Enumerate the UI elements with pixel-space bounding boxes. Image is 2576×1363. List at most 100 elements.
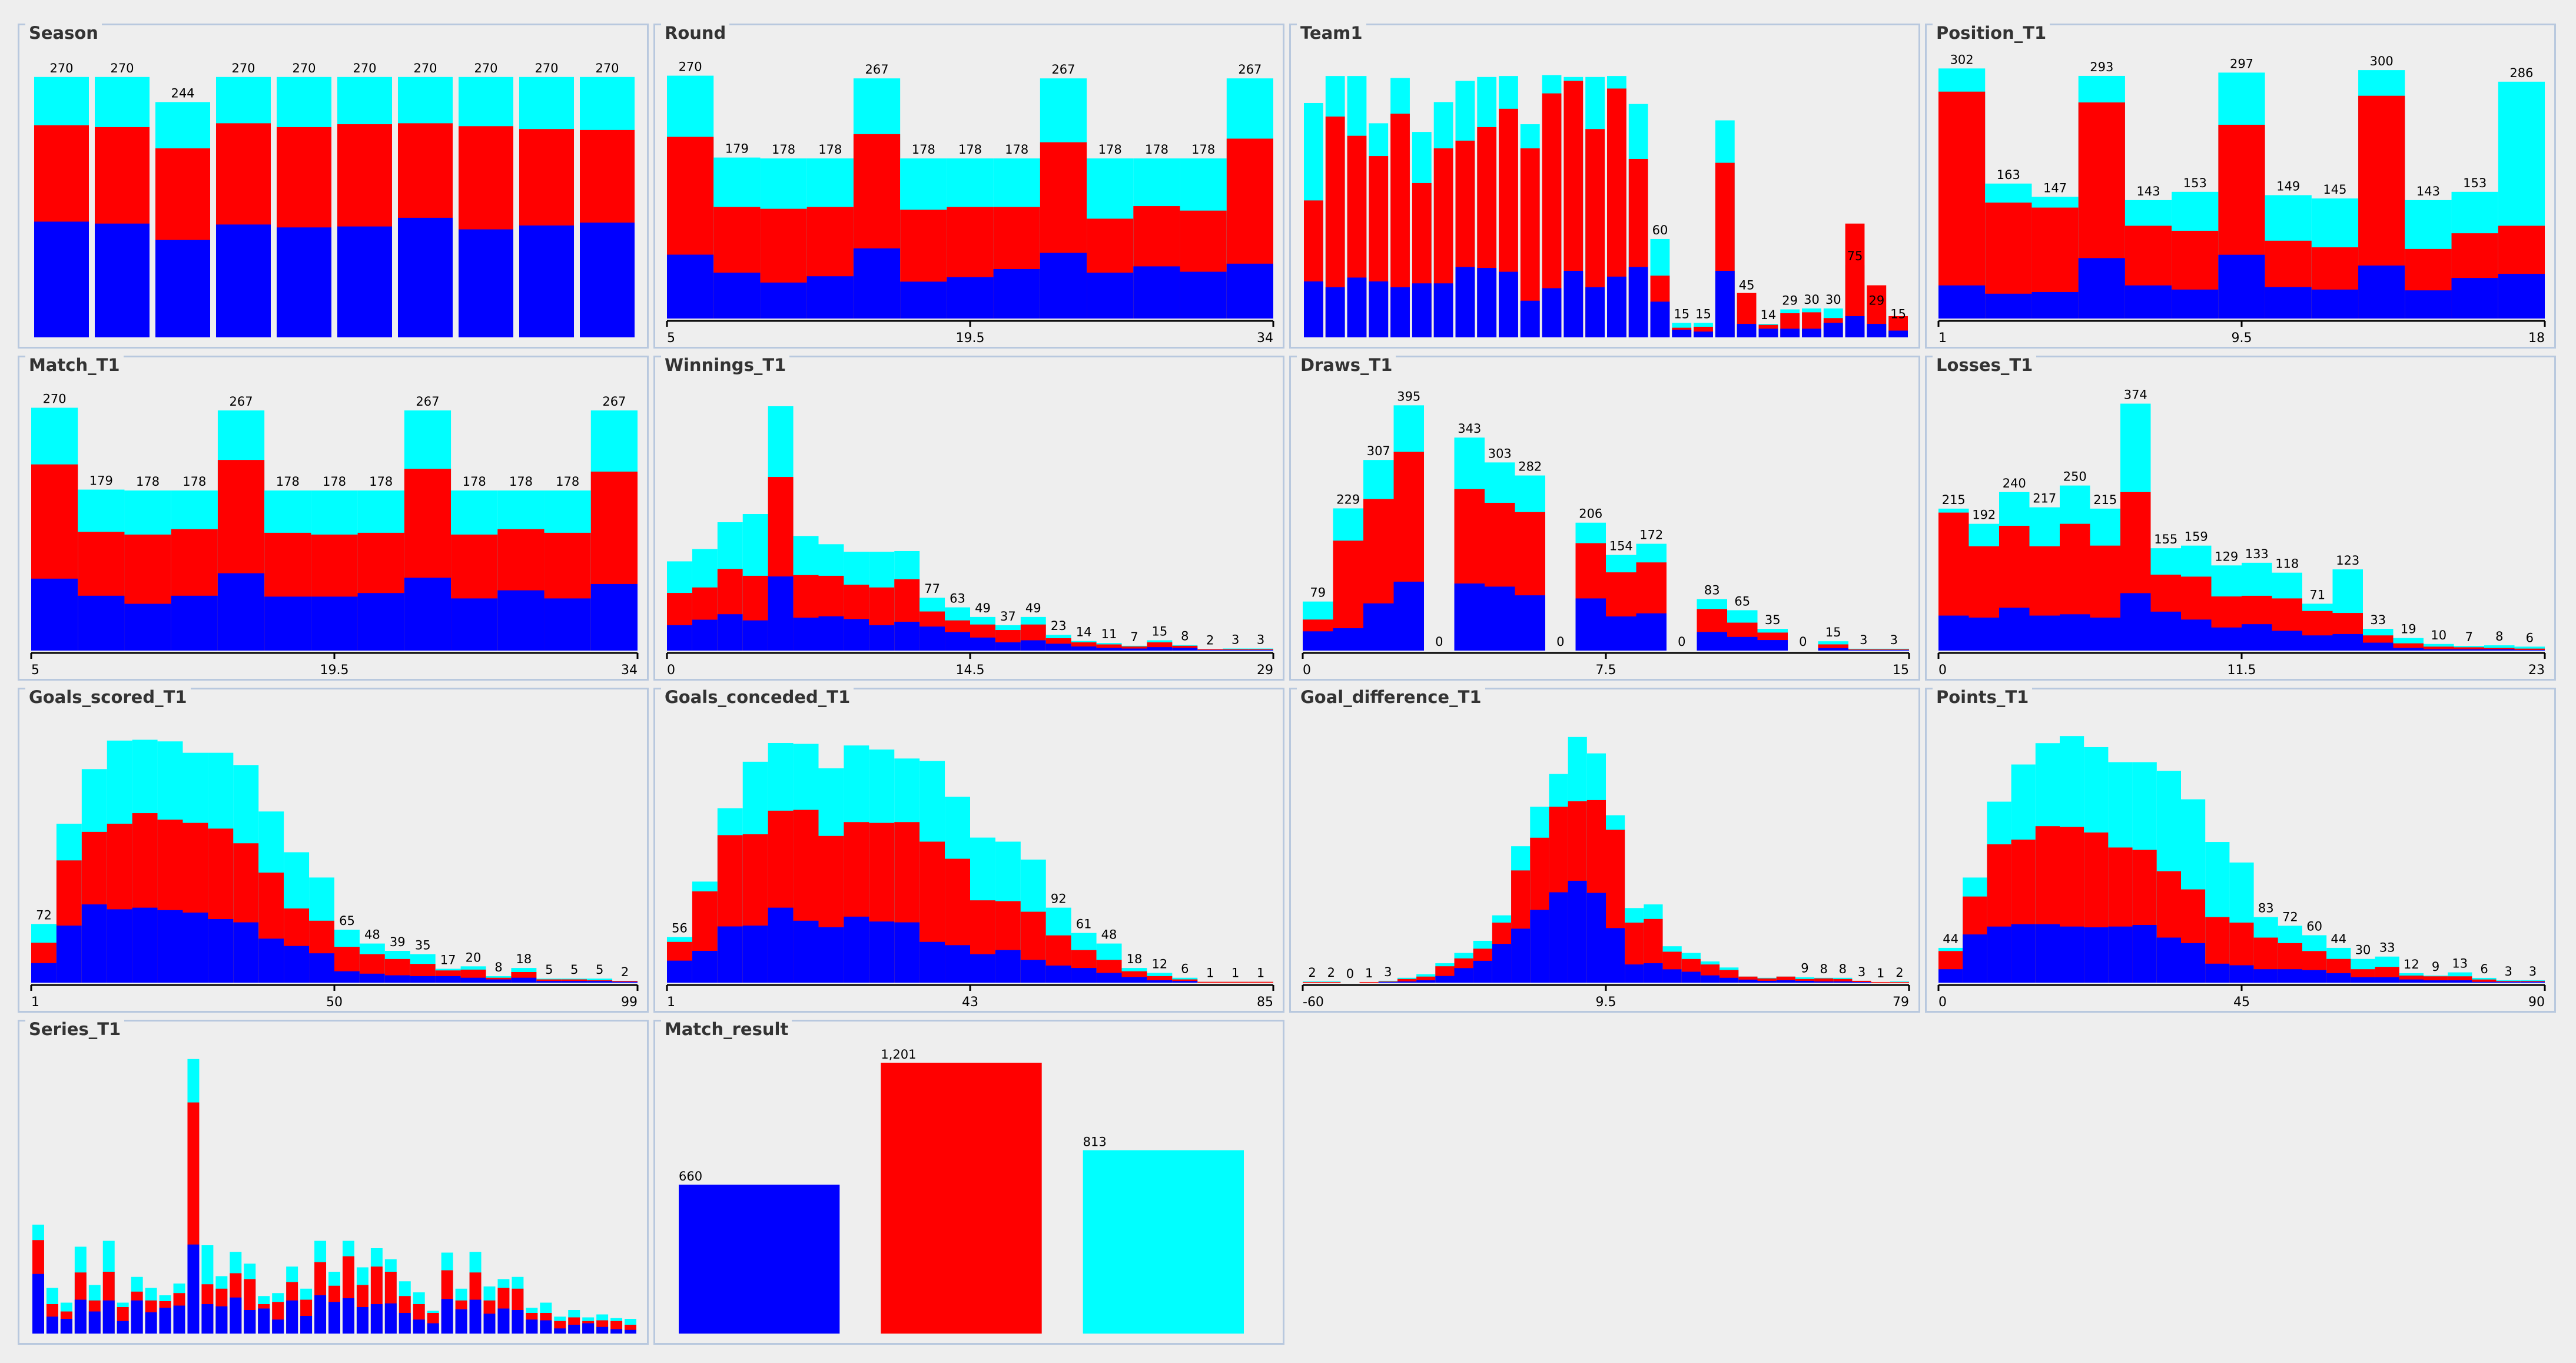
match_t1-bar-blue [311,596,358,651]
goals_scored_t1-bar-blue [460,977,486,983]
goals_conceded_t1-bar-red [1147,976,1173,983]
draws_t1-bar-blue [1485,586,1515,651]
points_t1-bar-blue [2399,979,2424,983]
bar-value-label: 286 [2509,66,2533,80]
bar-value-label: 7 [2465,630,2473,644]
panel-title: Losses_T1 [1933,355,2037,375]
x-axis-tick-label: 19.5 [956,331,985,346]
series-t1-chart[interactable] [19,1022,650,1347]
bar-value-label: 159 [2185,530,2208,544]
bar-value-label: 9 [1801,961,1808,976]
draws_t1-bar-blue [1636,613,1667,651]
team1-bar-blue [1412,283,1432,337]
goal_difference_t1-bar-blue [1625,964,1644,983]
bar-value-label: 374 [2124,388,2147,402]
match-t1-chart[interactable]: 270 179 178 178 267 178 178 178 267 178 178 178 267 5… [19,357,650,682]
panel-title: Series_T1 [25,1019,125,1039]
team1-bar-blue [1390,287,1410,337]
bar-value-label: 178 [912,142,935,157]
x-axis-tick-label: 1 [31,995,39,1010]
round-bar-blue [853,248,901,319]
goal_difference_t1-bar-red [1303,981,1322,983]
bar-value-label: 3 [1231,633,1239,647]
draws-t1-chart[interactable]: 7922930739503433032820206154172083653501… [1291,357,1922,682]
series_t1-bar-blue [117,1321,129,1334]
bar-value-label: 270 [474,61,497,75]
panel-match-result: Match_result 660 1,201 813 [653,1019,1286,1347]
bar-value-label: 3 [1384,965,1392,979]
bar-value-label: 153 [2183,176,2207,190]
bar-value-label: 1 [1257,966,1264,980]
series_t1-bar-blue [356,1307,369,1334]
bar-value-label: 215 [1942,493,1966,507]
goal-difference-t1-chart[interactable]: 2 2 0 1 3 9 8 8 3 1 2-60 9.5 79 [1291,689,1922,1014]
losses_t1-bar-blue [2514,649,2545,651]
position-t1-chart[interactable]: 302 163 147 293 143 153 297 149 145 300 143 153 286 1… [1927,25,2558,350]
series_t1-bar-blue [512,1310,524,1334]
bar-value-label: 23 [1051,619,1067,633]
losses_t1-bar-blue [1938,615,1969,651]
winnings_t1-bar-blue [667,625,692,651]
goals_scored_t1-bar-blue [562,981,587,983]
bar-value-label: 178 [1098,142,1122,157]
bar-value-label: 178 [369,475,393,489]
goals_scored_t1-bar-blue [31,963,57,983]
panel-round: Round 270 179 178 178 267 178 178 178 267 178 178 1… [653,23,1286,350]
goal_difference_t1-bar-blue [1814,981,1834,983]
points_t1-bar-blue [2351,977,2375,983]
goal_difference_t1-bar-blue [1397,981,1417,983]
goals_scored_t1-bar-blue [359,973,385,983]
draws_t1-bar-blue [1757,640,1788,651]
bar-value-label: 118 [2275,557,2299,571]
bar-value-label: 3 [1890,633,1898,647]
bar-value-label: 8 [494,960,502,974]
losses_t1-bar-blue [2090,617,2120,651]
series_t1-bar-blue [173,1305,185,1334]
goal_difference_t1-bar-blue [1757,980,1777,983]
panel-draws-t1: Draws_T1 79 229 307 395 0 343 303 282 0 206 154 172… [1289,355,1922,682]
goals_conceded_t1-bar-blue [818,927,844,983]
bar-value-label: 293 [2090,60,2113,74]
points_t1-bar-red [2472,979,2497,983]
losses-t1-chart[interactable]: 215 192 240 217 250 215 374 155 159 129 133 118 71 12… [1927,357,2558,682]
team1-chart[interactable]: 60 15 15 45 14 29 30 30 75 29 15 [1291,25,1922,350]
goals_conceded_t1-bar-blue [692,951,718,983]
points_t1-bar-blue [2060,926,2084,983]
goals-scored-t1-chart[interactable]: 72 65 48 39 35 17 20 8 18 5 5 5 2 1 50 99 [19,689,650,1014]
goal_difference_t1-bar-blue [1681,971,1701,983]
position_t1-bar-blue [2265,287,2312,319]
draws_t1-bar-blue [1575,598,1606,651]
series_t1-bar-blue [342,1298,354,1334]
panel-points-t1: Points_T1 44 83 72 60 44 30 33 12 9 13 6 3 3 0 45 90 [1925,687,2558,1014]
series_t1-bar-blue [554,1328,566,1334]
match-result-chart[interactable]: 660 1,201 813 [655,1022,1286,1347]
goals_scored_t1-bar-blue [284,946,310,983]
bar-value-label: 155 [2154,532,2177,546]
goal_difference_t1-bar-red [1359,981,1379,983]
season-chart[interactable]: 270 270 244 270 270 270 270 270 270 270 [19,25,650,350]
x-axis-tick-label: 0 [1938,663,1947,678]
bar-value-label: 217 [2033,492,2056,506]
bar-value-label: 267 [229,394,253,409]
points_t1-bar-blue [2520,981,2545,983]
series_t1-bar-blue [610,1329,623,1334]
position_t1-bar-blue [2031,291,2079,319]
losses_t1-bar-blue [2484,649,2515,651]
series_t1-bar-blue [399,1313,411,1334]
bar-value-label: 178 [818,142,842,157]
series_t1-bar-blue [230,1297,242,1334]
goal_difference_t1-bar-blue [1586,893,1606,983]
team1-bar-blue [1694,331,1713,337]
x-axis-tick-label: -60 [1303,995,1324,1010]
round-chart[interactable]: 270 179 178 178 267 178 178 178 267 178 178 178 267 5… [655,25,1286,350]
bar-value-label: 1 [1206,966,1214,980]
series_t1-bar-blue [526,1319,538,1334]
bar-value-label: 35 [1765,613,1781,627]
panel-title: Match_T1 [25,355,124,375]
position_t1-bar-blue [2078,258,2125,319]
bar-value-label: 270 [292,61,316,75]
goals_conceded_t1-bar-blue [844,916,869,983]
